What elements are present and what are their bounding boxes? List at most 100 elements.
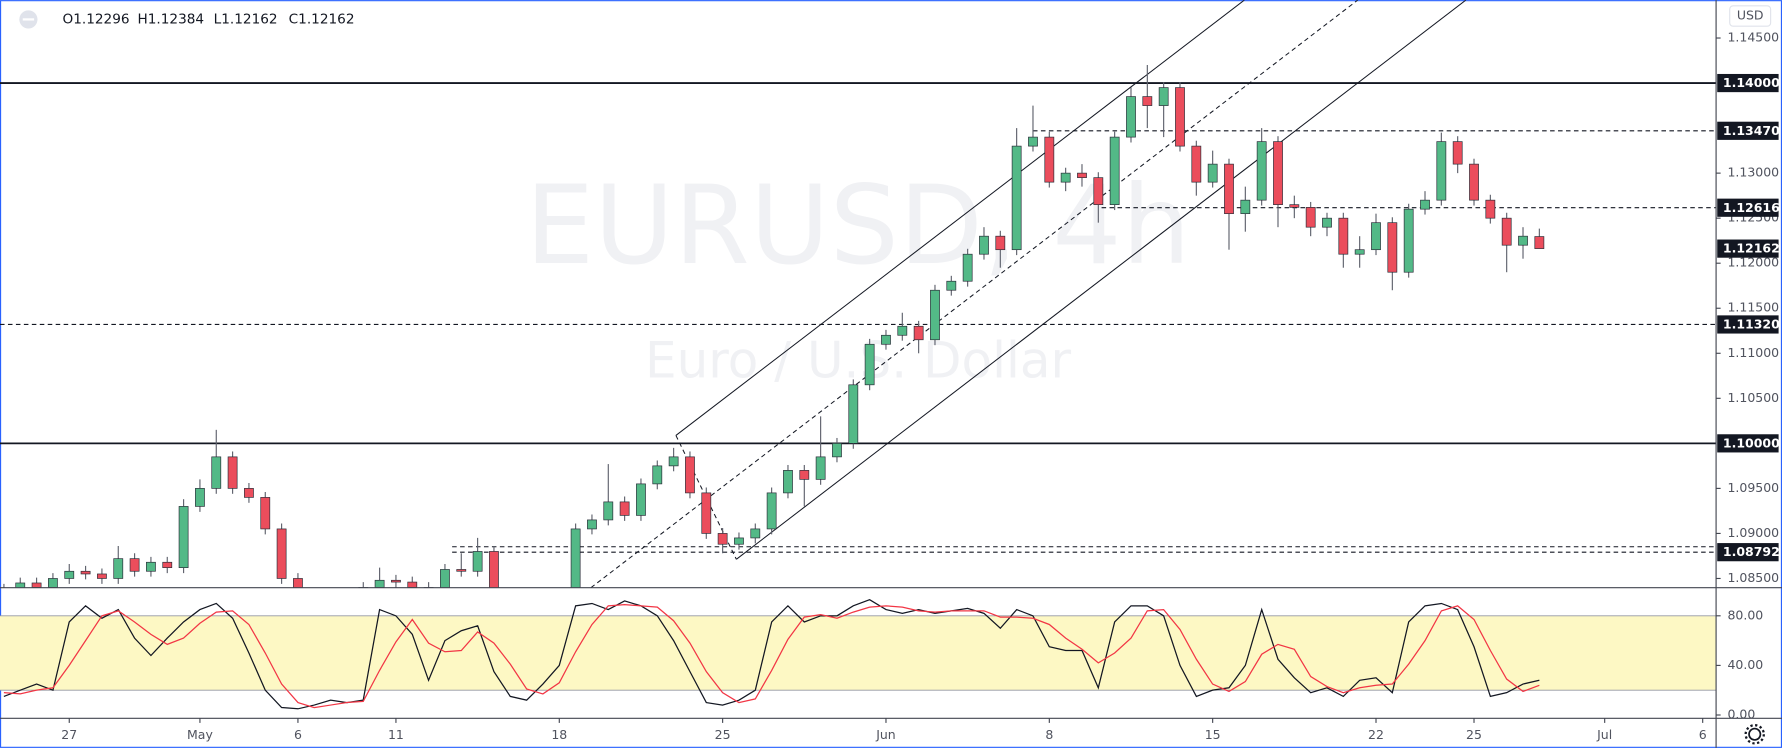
candle-body: [1322, 217, 1332, 228]
candle-body: [276, 528, 287, 579]
trend-line: [675, 0, 1245, 436]
candle-body: [1420, 199, 1430, 210]
y-tick-label: 1.11500: [1727, 300, 1779, 315]
candle-body: [48, 578, 58, 588]
ohlc-low: L1.12162: [214, 11, 278, 27]
candle-body: [1534, 236, 1545, 249]
stoch-line: [3, 599, 1540, 710]
watermark: EURUSD, 4h: [525, 162, 1191, 289]
y-tick-label: 1.08500: [1727, 570, 1779, 585]
candle-body: [962, 253, 973, 282]
trend-line: [590, 0, 1359, 588]
candle-body: [64, 570, 75, 579]
candle-body: [1077, 172, 1087, 178]
level-tag: [1717, 434, 1779, 453]
candle-body: [1371, 222, 1381, 251]
candle-body: [1126, 96, 1136, 138]
candle-body: [374, 579, 385, 588]
candle-body: [211, 456, 222, 489]
level-tag: [1717, 543, 1779, 562]
candle-body: [456, 569, 467, 572]
x-tick-label: 25: [1466, 727, 1482, 742]
candle-body: [685, 456, 695, 494]
watermark-sub: Euro / U.S. Dollar: [645, 331, 1071, 389]
x-tick-label: 18: [551, 727, 567, 742]
candle-body: [15, 582, 26, 588]
settings-teeth[interactable]: [1744, 724, 1765, 745]
x-tick-label: 22: [1368, 727, 1384, 742]
candle-body: [472, 551, 483, 572]
candle-body: [1305, 207, 1316, 228]
candle-body: [227, 456, 238, 489]
candle-body: [178, 506, 189, 569]
ohlc-close: C1.12162: [289, 11, 355, 27]
level-tag: [1717, 73, 1779, 93]
candle-body: [1240, 199, 1251, 215]
ohlc-high: H1.12384: [138, 11, 205, 27]
candle-body: [1354, 249, 1365, 255]
candle-body: [1485, 199, 1496, 219]
x-tick-label: 11: [388, 727, 404, 742]
candle-body: [864, 343, 875, 386]
candle-body: [1191, 145, 1202, 183]
x-tick-label: Jul: [1596, 727, 1612, 742]
x-tick-label: 25: [715, 727, 731, 742]
level-label: 1.13470: [1723, 123, 1780, 138]
candle-body: [881, 334, 891, 345]
candle-body: [146, 561, 156, 572]
candle-body: [717, 533, 728, 545]
candle-body: [897, 325, 908, 336]
candle-body: [80, 570, 91, 575]
stoch-tick-label: 40.00: [1727, 657, 1763, 672]
y-tick-label: 1.13000: [1727, 165, 1779, 180]
candle-body: [260, 497, 271, 530]
ohlc-open: O1.12296: [63, 11, 130, 27]
candle-body: [1256, 141, 1267, 201]
currency-button[interactable]: [1729, 5, 1772, 27]
candle-body: [244, 488, 254, 498]
trend-line: [736, 0, 1467, 560]
level-label: 1.14000: [1723, 75, 1780, 90]
last-price-tag: [1717, 239, 1779, 258]
y-tick-label: 1.12000: [1727, 255, 1779, 270]
y-tick-label: 1.14500: [1727, 30, 1779, 45]
candle-body: [815, 456, 826, 480]
candle-body: [979, 235, 989, 255]
candle-body: [1273, 141, 1283, 205]
level-label: 1.12616: [1723, 200, 1780, 215]
y-tick-label: 1.10500: [1727, 390, 1779, 405]
candle-body: [1207, 163, 1218, 183]
candle-body: [113, 558, 124, 579]
level-label: 1.11320: [1723, 317, 1780, 332]
candle-body: [636, 483, 646, 516]
candle-body: [783, 470, 793, 494]
settings-icon[interactable]: [1744, 724, 1765, 745]
candle-body: [832, 443, 842, 458]
x-tick-label: 8: [1045, 727, 1053, 742]
candle-body: [1338, 217, 1349, 255]
candle-body: [668, 456, 679, 467]
x-tick-label: 6: [294, 727, 302, 742]
x-tick-label: Jun: [875, 727, 896, 742]
candle-body: [946, 280, 957, 291]
candle-body: [1142, 96, 1153, 106]
candle-body: [603, 501, 614, 521]
candle-body: [1044, 136, 1055, 183]
candle-body: [391, 579, 401, 583]
candle-body: [995, 235, 1006, 251]
stoch-tick-label: 0.00: [1727, 707, 1755, 722]
candle-body: [1175, 87, 1185, 147]
candle-body: [293, 578, 303, 588]
y-tick-label: 1.09000: [1727, 525, 1779, 540]
y-tick-label: 1.11000: [1727, 345, 1779, 360]
candle-body: [1093, 177, 1104, 205]
settings-gear[interactable]: [1748, 727, 1762, 741]
x-tick-label: 6: [1699, 727, 1707, 742]
stoch-line: [3, 603, 1540, 709]
candle-body: [97, 573, 107, 579]
candle-body: [1436, 141, 1447, 201]
candle-body: [31, 582, 42, 588]
level-label: 1.08792: [1723, 544, 1780, 559]
candle-body: [1028, 136, 1038, 147]
candle-body: [440, 569, 450, 588]
